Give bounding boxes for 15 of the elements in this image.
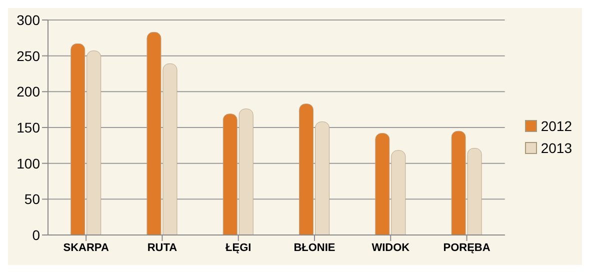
y-tick-label: 150 — [16, 119, 40, 136]
legend-label: 2013 — [540, 140, 572, 156]
y-tick-label: 50 — [24, 191, 40, 208]
x-tick-label: BŁONIE — [294, 242, 336, 254]
x-tick-label: WIDOK — [372, 242, 410, 254]
y-tick-label: 100 — [16, 155, 40, 172]
legend-label: 2012 — [540, 118, 572, 134]
x-tick-label: PORĘBA — [443, 242, 490, 254]
y-tick-label: 0 — [32, 226, 40, 243]
y-tick-label: 300 — [16, 12, 40, 28]
x-tick-label: RUTA — [147, 242, 178, 254]
x-tick-label: ŁĘGI — [226, 242, 252, 254]
y-tick-label: 200 — [16, 84, 40, 100]
y-tick-label: 250 — [16, 48, 40, 64]
x-tick-label: SKARPA — [63, 242, 109, 254]
